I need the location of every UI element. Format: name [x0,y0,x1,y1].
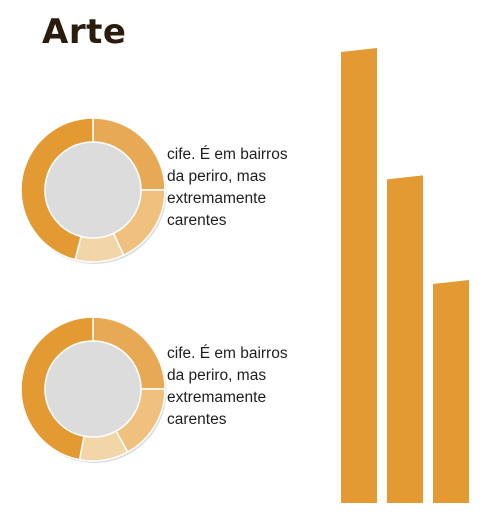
caption-line: extremamente [167,190,267,207]
caption-line: extremamente [167,389,267,406]
page-title: Arte [42,12,127,52]
bar-1 [341,48,377,503]
bar-3 [433,280,469,503]
donut-chart-1-caption: cife. É em bairros da periro, mas extrem… [167,144,317,232]
donut-2-slice-4 [20,316,94,461]
donut-chart-2-svg [20,316,167,463]
donut-chart-1-svg [20,117,167,264]
caption-line: da periro, mas [167,168,267,185]
bar-chart [341,48,469,503]
donut-chart-2: cife. É em bairros da periro, mas extrem… [18,314,318,464]
bar-2 [387,175,423,503]
donut-chart-1: cife. É em bairros da periro, mas extrem… [18,115,318,265]
caption-line: da periro, mas [167,367,267,384]
caption-line: carentes [167,411,227,428]
donut-chart-2-caption: cife. É em bairros da periro, mas extrem… [167,343,317,431]
caption-line: carentes [167,212,227,229]
caption-line: cife. É em bairros [167,146,288,163]
caption-line: cife. É em bairros [167,345,288,362]
donut-1-slice-4 [20,117,94,261]
